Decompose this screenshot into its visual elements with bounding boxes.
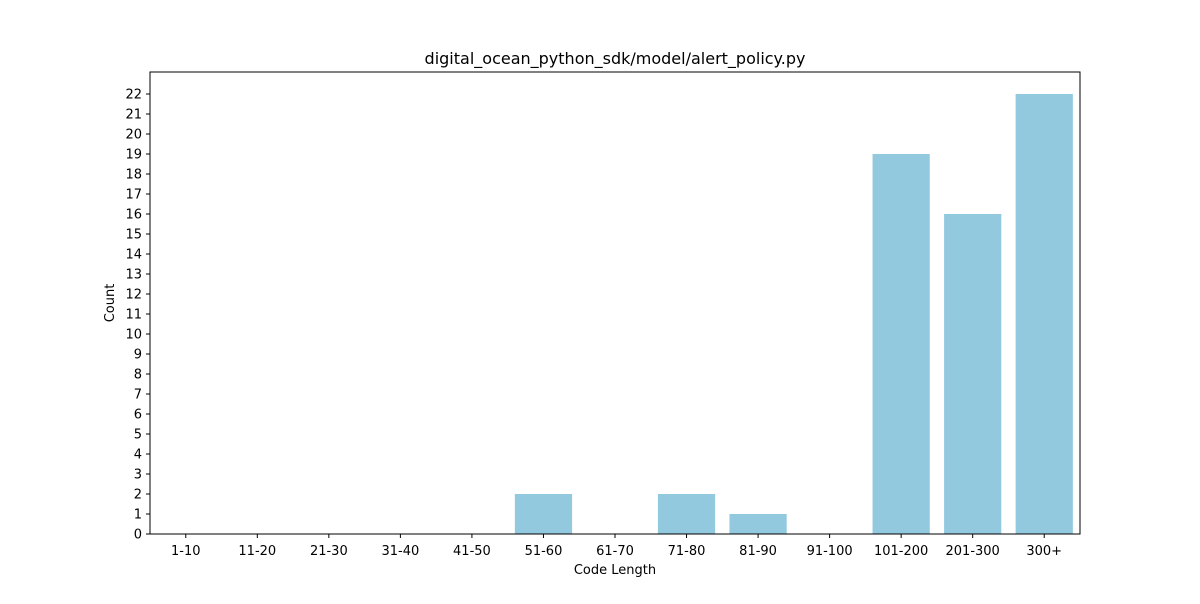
x-tick-label: 101-200 [874, 544, 928, 559]
x-tick-label: 11-20 [238, 544, 276, 559]
y-tick-label: 12 [125, 288, 142, 303]
y-tick-label: 4 [134, 448, 142, 463]
bars-group [514, 94, 1073, 534]
x-axis-label: Code Length [574, 563, 656, 578]
y-tick-label: 20 [125, 128, 142, 143]
y-tick-label: 3 [134, 468, 142, 483]
bar-51-60 [514, 494, 573, 534]
y-tick-label: 1 [134, 508, 142, 523]
y-tick-label: 8 [134, 368, 142, 383]
y-tick-label: 11 [125, 308, 142, 323]
y-tick-label: 2 [134, 488, 142, 503]
bar-201-300 [944, 214, 1002, 534]
x-tick-label: 31-40 [381, 544, 419, 559]
y-tick-label: 10 [125, 328, 142, 343]
y-tick-label: 17 [125, 188, 142, 203]
y-tick-label: 0 [134, 528, 142, 543]
y-tick-label: 6 [134, 408, 142, 423]
x-tick-label: 300+ [1026, 544, 1062, 559]
y-tick-label: 19 [125, 148, 142, 163]
y-tick-label: 21 [125, 108, 142, 123]
bar-81-90 [729, 514, 787, 534]
y-tick-label: 9 [134, 348, 142, 363]
chart-title: digital_ocean_python_sdk/model/alert_pol… [425, 49, 806, 69]
x-tick-label: 21-30 [310, 544, 348, 559]
bar-300+ [1015, 94, 1073, 534]
x-tick-label: 81-90 [739, 544, 777, 559]
y-axis-label: Count [103, 284, 118, 323]
x-tick-label: 71-80 [668, 544, 706, 559]
y-tick-label: 13 [125, 268, 142, 283]
x-tick-label: 91-100 [807, 544, 853, 559]
y-tick-label: 22 [125, 88, 142, 103]
plot-frame [149, 71, 1081, 535]
x-axis: 1-10 11-20 21-30 31-40 41-50 51-60 61-70 71-80 8… [171, 534, 1062, 559]
x-tick-label: 41-50 [453, 544, 491, 559]
x-tick-label: 1-10 [171, 544, 201, 559]
x-tick-label: 51-60 [525, 544, 563, 559]
y-tick-label: 15 [125, 228, 142, 243]
bar-101-200 [872, 154, 930, 534]
bar-71-80 [657, 494, 716, 534]
y-tick-label: 16 [125, 208, 142, 223]
y-tick-label: 18 [125, 168, 142, 183]
x-tick-label: 61-70 [596, 544, 634, 559]
y-tick-label: 7 [134, 388, 142, 403]
y-tick-label: 14 [125, 248, 142, 263]
x-tick-label: 201-300 [946, 544, 1000, 559]
y-tick-label: 5 [134, 428, 142, 443]
